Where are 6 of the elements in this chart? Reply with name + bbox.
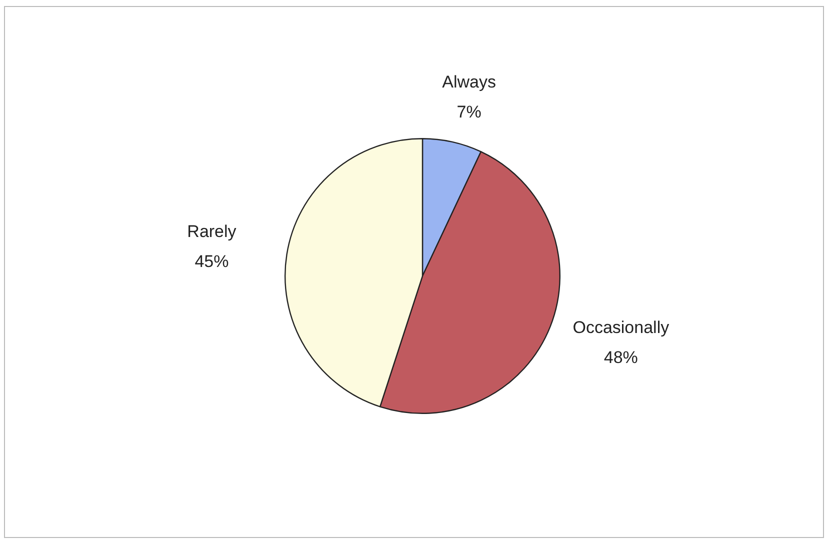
slice-label: Always xyxy=(442,72,496,92)
data-label: 48% xyxy=(604,348,638,367)
data-label: 7% xyxy=(456,102,482,122)
slice-label: Rarely xyxy=(187,222,237,242)
data-label: 45% xyxy=(194,252,229,272)
slice-label: Occasionally xyxy=(572,318,670,337)
